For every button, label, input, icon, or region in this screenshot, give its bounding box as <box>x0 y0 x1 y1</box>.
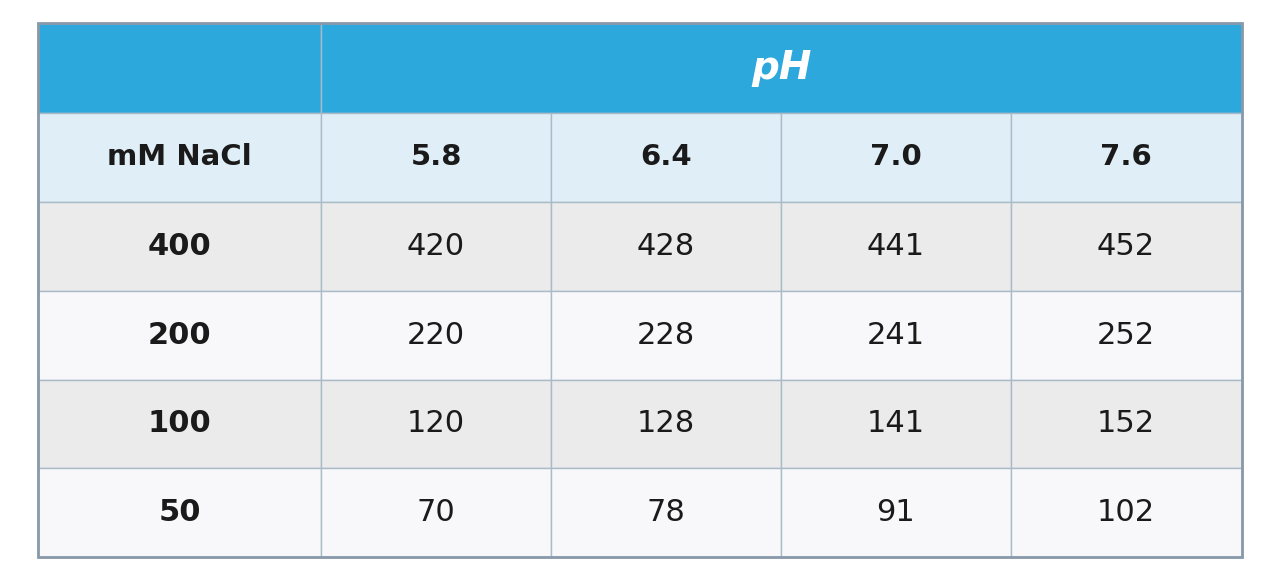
Text: 70: 70 <box>417 498 456 527</box>
Bar <box>38 23 321 113</box>
Text: 428: 428 <box>636 232 695 261</box>
Bar <box>550 113 781 202</box>
Text: 5.8: 5.8 <box>411 144 462 172</box>
Bar <box>1011 291 1242 379</box>
Text: 128: 128 <box>636 409 695 439</box>
Bar <box>550 202 781 291</box>
Text: 100: 100 <box>148 409 211 439</box>
Text: 6.4: 6.4 <box>640 144 691 172</box>
Bar <box>781 379 1011 468</box>
Bar <box>781 468 1011 557</box>
Bar <box>1011 113 1242 202</box>
Text: 220: 220 <box>407 321 465 350</box>
Text: 7.0: 7.0 <box>870 144 922 172</box>
Text: 241: 241 <box>867 321 924 350</box>
Text: 228: 228 <box>636 321 695 350</box>
Text: 50: 50 <box>159 498 201 527</box>
Bar <box>38 468 321 557</box>
Bar <box>38 113 321 202</box>
Bar <box>1011 468 1242 557</box>
Bar <box>38 202 321 291</box>
Bar <box>321 379 550 468</box>
Bar <box>321 468 550 557</box>
Text: 200: 200 <box>148 321 211 350</box>
Text: 7.6: 7.6 <box>1101 144 1152 172</box>
Text: mM NaCl: mM NaCl <box>108 144 252 172</box>
Bar <box>550 468 781 557</box>
Text: 120: 120 <box>407 409 465 439</box>
Text: 441: 441 <box>867 232 924 261</box>
Bar <box>321 23 1242 113</box>
Bar <box>38 291 321 379</box>
Bar <box>321 113 550 202</box>
Bar <box>321 202 550 291</box>
Text: 252: 252 <box>1097 321 1155 350</box>
Text: 400: 400 <box>148 232 211 261</box>
Text: 452: 452 <box>1097 232 1155 261</box>
Bar <box>1011 379 1242 468</box>
Text: 141: 141 <box>867 409 924 439</box>
Bar <box>781 291 1011 379</box>
Bar <box>38 379 321 468</box>
Bar <box>781 113 1011 202</box>
Bar <box>550 379 781 468</box>
Text: 91: 91 <box>877 498 915 527</box>
Text: 152: 152 <box>1097 409 1155 439</box>
Bar <box>321 291 550 379</box>
Text: 102: 102 <box>1097 498 1155 527</box>
Bar <box>550 291 781 379</box>
Bar <box>781 202 1011 291</box>
Text: 420: 420 <box>407 232 465 261</box>
Text: 78: 78 <box>646 498 685 527</box>
Bar <box>1011 202 1242 291</box>
Text: pH: pH <box>751 49 812 87</box>
